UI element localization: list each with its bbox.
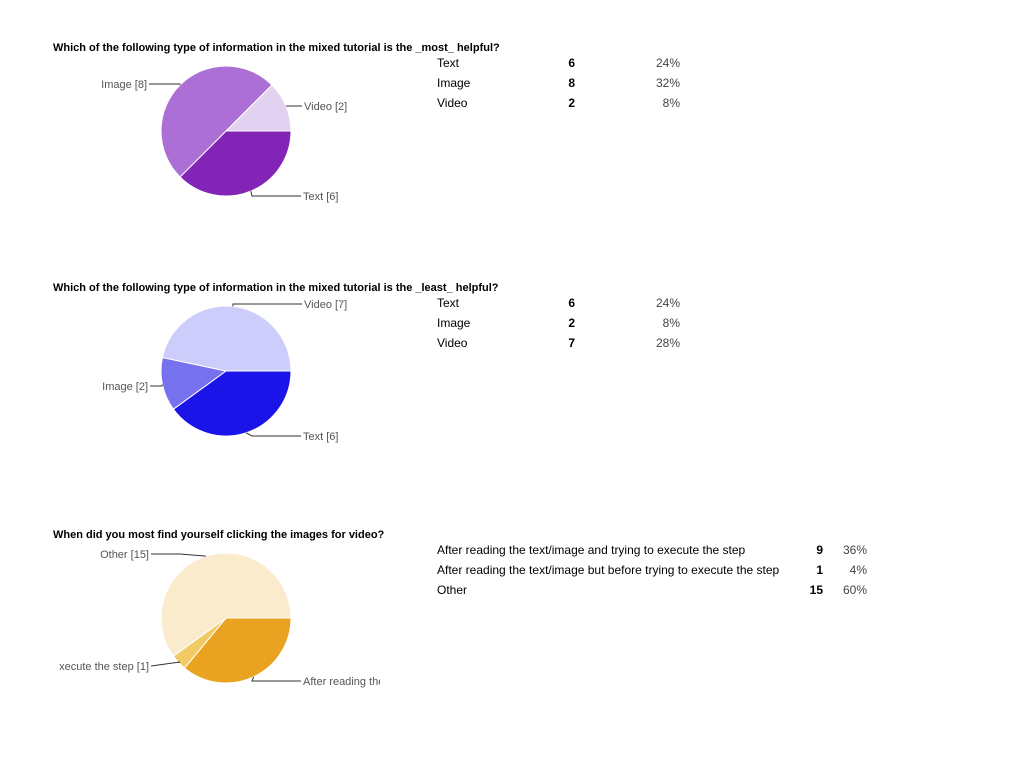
- row-label: Video: [437, 96, 468, 110]
- pie-slice-video: [161, 305, 292, 372]
- row-label: Other: [437, 583, 468, 597]
- pie-slice-label: xecute the step [1]: [59, 661, 149, 673]
- row-label: Text: [437, 56, 460, 70]
- question-2-title: Which of the following type of informati…: [53, 282, 499, 294]
- row-count: 1: [816, 563, 823, 577]
- pie-slice-text: [179, 130, 292, 197]
- row-label: Image: [437, 76, 471, 90]
- row-label: Image: [437, 316, 471, 330]
- pie-slice-label: Image [2]: [102, 381, 148, 393]
- row-count: 2: [568, 96, 575, 110]
- pie-slice-text: [172, 370, 292, 437]
- question-1-stats-table: Text 6 24% Image 8 32% Video 2 8%: [437, 53, 680, 113]
- pie-slice-label: Video [2]: [304, 101, 347, 113]
- pie-leader-line: [245, 432, 301, 437]
- question-2-stats-table: Text 6 24% Image 2 8% Video 7 28%: [437, 293, 680, 353]
- pie-slice-label: Other [15]: [100, 549, 149, 561]
- row-label: After reading the text/image but before …: [437, 563, 780, 577]
- table-row: Text 6 24%: [437, 293, 680, 313]
- pie-slice-other: [160, 552, 292, 657]
- table-row: Other 15 60%: [437, 580, 867, 600]
- pie-chart-most-helpful: Text [6] Image [8] Video [2]: [101, 65, 347, 203]
- pie-leader-line: [232, 303, 302, 307]
- pie-slice-image: [160, 356, 228, 410]
- row-count: 15: [809, 583, 823, 597]
- table-row: After reading the text/image and trying …: [437, 540, 867, 560]
- pie-chart-clicking-images: After reading the te xecute the step [1] O…: [59, 549, 380, 688]
- row-percent: 24%: [655, 56, 680, 70]
- question-3-stats-table: After reading the text/image and trying …: [437, 540, 867, 600]
- row-count: 8: [568, 76, 575, 90]
- row-percent: 8%: [662, 316, 680, 330]
- pie-leader-line: [151, 553, 206, 557]
- row-percent: 32%: [655, 76, 680, 90]
- row-percent: 8%: [662, 96, 680, 110]
- question-1-title: Which of the following type of informati…: [53, 42, 500, 54]
- pie-leader-line: [250, 190, 301, 197]
- table-row: Image 8 32%: [437, 73, 680, 93]
- table-row: Text 6 24%: [437, 53, 680, 73]
- pie-chart-least-helpful: Text [6] Image [2] Video [7]: [102, 299, 347, 443]
- row-percent: 4%: [849, 563, 867, 577]
- row-label: After reading the text/image and trying …: [437, 543, 746, 557]
- row-label: Video: [437, 336, 468, 350]
- row-count: 9: [816, 543, 823, 557]
- table-row: After reading the text/image but before …: [437, 560, 867, 580]
- row-percent: 60%: [842, 583, 867, 597]
- pie-slice-label: Video [7]: [304, 299, 347, 311]
- pie-slice-label: Image [8]: [101, 79, 147, 91]
- row-count: 6: [568, 296, 575, 310]
- table-row: Video 2 8%: [437, 93, 680, 113]
- pie-slice-label: After reading the te: [303, 676, 380, 688]
- row-percent: 24%: [655, 296, 680, 310]
- pie-leader-line: [251, 676, 301, 682]
- row-count: 2: [568, 316, 575, 330]
- pie-leader-line: [149, 83, 181, 86]
- row-count: 6: [568, 56, 575, 70]
- row-count: 7: [568, 336, 575, 350]
- table-row: Video 7 28%: [437, 333, 680, 353]
- pie-slice-image: [160, 65, 273, 178]
- row-label: Text: [437, 296, 460, 310]
- pie-leader-line: [150, 661, 181, 667]
- table-row: Image 2 8%: [437, 313, 680, 333]
- pie-slice-label: Text [6]: [303, 431, 338, 443]
- row-percent: 36%: [842, 543, 867, 557]
- pie-leader-line: [150, 384, 163, 387]
- question-3-title: When did you most find yourself clicking…: [53, 529, 385, 541]
- pie-slice-label: Text [6]: [303, 191, 338, 203]
- row-percent: 28%: [655, 336, 680, 350]
